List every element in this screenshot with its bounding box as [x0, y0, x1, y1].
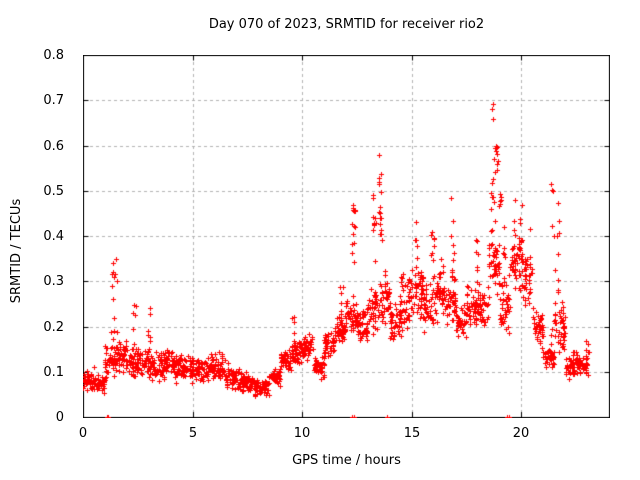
x-tick-label: 20: [512, 426, 530, 441]
y-tick-label: 0.5: [43, 184, 64, 199]
y-tick-label: 0.4: [43, 229, 64, 244]
x-tick-label: 15: [403, 426, 421, 441]
plot-area-canvas: [83, 55, 610, 418]
y-tick-label: 0.1: [43, 365, 64, 380]
x-tick-label: 10: [293, 426, 311, 441]
y-tick-label: 0.6: [43, 139, 64, 154]
x-tick-label: 5: [188, 426, 198, 441]
x-axis-label: GPS time / hours: [292, 453, 401, 468]
chart-title: Day 070 of 2023, SRMTID for receiver rio…: [208, 17, 485, 32]
y-tick-label: 0: [55, 410, 64, 425]
y-tick-label: 0.2: [43, 320, 64, 335]
y-tick-label: 0.8: [43, 48, 64, 63]
x-tick-label: 0: [78, 426, 88, 441]
y-tick-label: 0.7: [43, 93, 64, 108]
y-tick-label: 0.3: [43, 274, 64, 289]
